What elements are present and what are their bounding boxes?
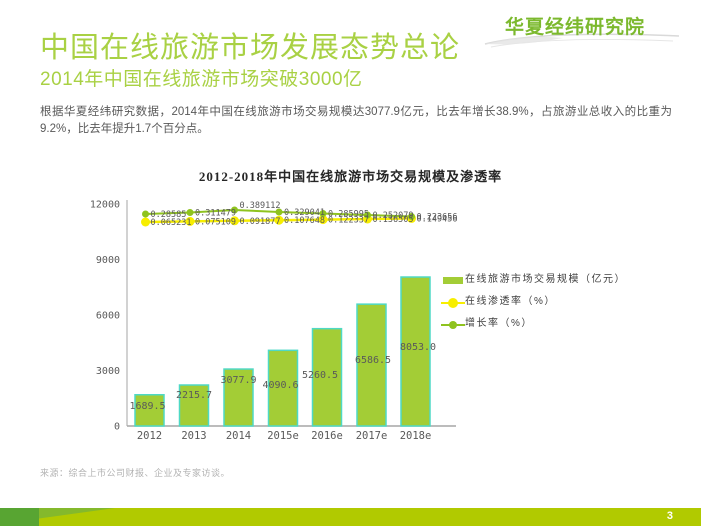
bar-swatch-icon	[441, 274, 465, 287]
penetration-point	[185, 216, 195, 226]
bar-value-label: 2215.7	[176, 390, 212, 401]
page-title: 中国在线旅游市场发展态势总论	[40, 32, 461, 64]
penetration-point	[230, 216, 239, 226]
y-tick-label: 12000	[90, 200, 120, 211]
penetration-label: 0.107648	[284, 216, 325, 226]
x-tick-label: 2018e	[400, 430, 432, 442]
growth-rate-point	[319, 210, 327, 217]
growth-rate-label: 0.28585	[151, 210, 187, 220]
growth-rate-label: 0.252079	[373, 211, 414, 221]
growth-rate-label: 0.329041	[284, 208, 325, 218]
summary-paragraph: 根据华夏经纬研究数据，2014年中国在线旅游市场交易规模达3077.9亿元，比去…	[40, 106, 672, 135]
penetration-label: 0.136505	[373, 215, 414, 225]
bar-value-label: 3077.9	[220, 375, 256, 386]
logo-text: 华夏经纬研究院	[505, 17, 646, 38]
x-tick-label: 2012	[137, 430, 162, 442]
growth-rate-point	[364, 211, 371, 219]
source-note: 来源：综合上市公司财报、企业及专家访谈。	[40, 468, 231, 478]
leaf-swoosh-icon	[484, 33, 680, 48]
y-tick-label: 3000	[96, 366, 120, 377]
footer-bar: 3	[0, 508, 701, 526]
penetration-label: 0.075109	[195, 217, 236, 227]
chart-title: 2012-2018年中国在线旅游市场交易规模及渗透率	[198, 169, 503, 184]
bar-value-label: 4090.6	[262, 380, 298, 391]
yellow-line-dot-icon	[441, 296, 465, 309]
bar-value-label: 8053.0	[400, 342, 436, 353]
bar-2014	[223, 368, 254, 427]
page-subtitle: 2014年中国在线旅游市场突破3000亿	[40, 69, 363, 90]
footer-accent-block	[0, 508, 39, 526]
footer-accent-wedge	[39, 508, 115, 519]
y-tick-label: 9000	[96, 255, 120, 266]
penetration-label: 0.149456	[417, 214, 458, 224]
penetration-point	[318, 215, 328, 225]
legend-item-penetration: 在线渗透率（%）	[441, 296, 641, 309]
legend-label: 增长率（%）	[465, 318, 533, 329]
bar-2016e	[311, 327, 343, 427]
penetration-label: 0.091877	[240, 217, 281, 227]
growth-rate-point	[408, 213, 415, 220]
growth-rate-label: 0.389112	[240, 201, 281, 211]
bar-value-label: 5260.5	[302, 370, 338, 381]
growth-rate-label: 0.285995	[328, 210, 369, 220]
bar-2018e	[400, 276, 431, 427]
legend-label: 在线渗透率（%）	[465, 296, 556, 307]
penetration-point	[274, 215, 284, 225]
penetration-point	[141, 217, 150, 227]
x-tick-label: 2014	[226, 430, 251, 442]
company-logo: 华夏经纬研究院	[483, 6, 695, 50]
growth-rate-point	[142, 210, 149, 218]
green-line-dot-icon	[441, 318, 465, 331]
x-tick-label: 2016e	[311, 430, 343, 442]
growth-rate-point	[231, 206, 238, 214]
bar-value-label: 6586.5	[355, 355, 391, 366]
legend-item-growth-rate: 增长率（%）	[441, 318, 641, 331]
bar-2012	[134, 393, 165, 427]
penetration-label: 0.065231	[151, 218, 192, 228]
legend-label: 在线旅游市场交易规模（亿元）	[465, 274, 626, 285]
y-tick-label: 0	[114, 422, 120, 433]
x-tick-label: 2017e	[356, 430, 388, 442]
growth-rate-point	[275, 208, 283, 216]
bar-2013	[178, 384, 210, 427]
x-tick-label: 2013	[181, 430, 206, 442]
chart-legend: 在线旅游市场交易规模（亿元） 在线渗透率（%） 增长率（%）	[441, 274, 641, 340]
bar-value-label: 1689.5	[129, 401, 165, 412]
legend-item-transaction-scale: 在线旅游市场交易规模（亿元）	[441, 274, 641, 287]
bar-2015e	[267, 349, 299, 427]
growth-rate-label: 0.311479	[195, 209, 236, 219]
bar-2017e	[356, 303, 387, 427]
y-tick-label: 6000	[96, 311, 120, 322]
growth-rate-point	[186, 209, 194, 216]
market-scale-chart: 0 3000 6000 9000 12000 2012 2013 2014 2015e 2016e…	[90, 200, 458, 443]
x-tick-label: 2015e	[267, 430, 299, 442]
page-number: 3	[666, 510, 673, 522]
growth-rate-label: 0.223656	[417, 213, 458, 223]
penetration-label: 0.122337	[328, 216, 369, 226]
